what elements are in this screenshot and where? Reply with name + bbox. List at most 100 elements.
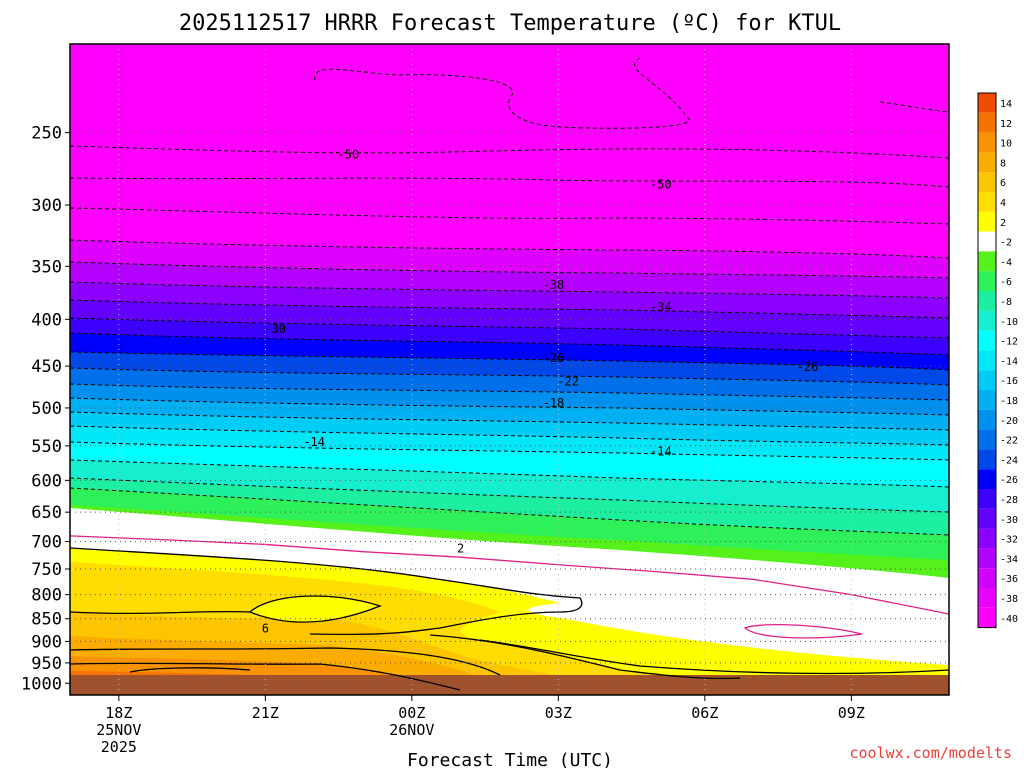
contour-label: -34 <box>650 300 672 314</box>
x-tick-date: 26NOV <box>389 721 434 739</box>
grid <box>70 44 949 695</box>
colorbar-swatch <box>978 132 996 153</box>
y-tick-label: 600 <box>31 471 62 491</box>
x-tick-label: 21Z <box>252 704 279 722</box>
colorbar-swatch <box>978 192 996 212</box>
colorbar-label: -14 <box>1000 356 1018 367</box>
colorbar-label: -20 <box>1000 416 1018 427</box>
contour-label: 6 <box>262 621 269 635</box>
colorbar-label: 8 <box>1000 158 1006 169</box>
y-axis-ticks: 2503003504004505005506006507007508008509… <box>21 124 70 694</box>
y-tick-label: 900 <box>31 632 62 652</box>
colorbar-swatch <box>978 568 996 588</box>
colorbar-label: -24 <box>1000 455 1018 466</box>
colorbar-label: -2 <box>1000 238 1012 249</box>
y-tick-label: 500 <box>31 399 62 419</box>
warm-contours <box>70 547 949 691</box>
colorbar-label: -6 <box>1000 277 1012 288</box>
colorbar-label: -28 <box>1000 495 1018 506</box>
colorbar-swatch <box>978 548 996 569</box>
colorbar-swatch <box>978 429 996 450</box>
colorbar-swatch <box>978 528 996 549</box>
x-tick-date: 25NOV <box>96 721 141 739</box>
freezing-line <box>70 535 949 615</box>
colorbar-label: -4 <box>1000 257 1012 268</box>
colorbar-label: -16 <box>1000 376 1018 387</box>
colorbar-swatch <box>978 291 996 311</box>
colorbar-swatch <box>978 330 996 351</box>
colorbar-label: -38 <box>1000 594 1018 605</box>
credit-text: coolwx.com/modelts <box>849 744 1012 762</box>
contour-label: -38 <box>543 278 565 292</box>
colorbar-swatch <box>978 231 996 252</box>
y-tick-label: 800 <box>31 586 62 606</box>
colorbar-swatch <box>978 489 996 509</box>
contour-label: -22 <box>557 375 579 389</box>
y-tick-label: 400 <box>31 310 62 330</box>
colorbar-swatch <box>978 469 996 489</box>
contour-label: -26 <box>797 360 819 374</box>
x-tick-label: 06Z <box>691 704 718 722</box>
contour-label: -14 <box>303 435 325 449</box>
colorbar-swatch <box>978 588 996 608</box>
colorbar-label: -34 <box>1000 554 1018 565</box>
contour-label: 2 <box>457 541 464 555</box>
colorbar-swatch <box>978 409 996 430</box>
plot-area: -50 -50 -38 -34 -30 -26 -26 -22 -18 -14 -14 2 6 <box>70 44 949 695</box>
colorbar-label: 4 <box>1000 198 1006 209</box>
colorbar-swatch <box>978 172 996 192</box>
y-tick-label: 300 <box>31 196 62 216</box>
x-tick-label: 18Z <box>105 704 132 722</box>
colorbar-label: -10 <box>1000 317 1018 328</box>
colorbar-label: -8 <box>1000 297 1012 308</box>
contour-label: -30 <box>264 322 286 336</box>
plot-frame <box>69 43 950 696</box>
freezing-level-contours <box>70 535 949 639</box>
y-tick-label: 450 <box>31 357 62 377</box>
colorbar-label: 2 <box>1000 218 1006 229</box>
y-tick-label: 1000 <box>21 674 62 694</box>
chart-title: 2025112517 HRRR Forecast Temperature (ºC… <box>179 11 841 36</box>
colorbar-frame <box>977 92 997 629</box>
colorbar-swatch <box>978 390 996 410</box>
colorbar-swatch <box>978 508 996 529</box>
colorbar-swatch <box>978 350 996 371</box>
x-tick-label: 09Z <box>838 704 865 722</box>
contour-label: -50 <box>338 147 360 161</box>
contour-label: -50 <box>650 178 672 192</box>
colorbar-label: -22 <box>1000 436 1018 447</box>
y-tick-label: 950 <box>31 654 62 674</box>
contour-labels: -50 -50 -38 -34 -30 -26 -26 -22 -18 -14 -14 2 6 <box>262 147 819 635</box>
contour-label: -18 <box>543 396 565 410</box>
colorbar-label: -40 <box>1000 614 1018 625</box>
contour-label: -14 <box>650 445 672 459</box>
colorbar-swatch <box>978 271 996 291</box>
colorbar-label: -12 <box>1000 337 1018 348</box>
colorbar-swatch <box>978 449 996 470</box>
y-tick-label: 250 <box>31 124 62 144</box>
colorbar-swatch <box>978 310 996 331</box>
x-tick-label: 00Z <box>398 704 425 722</box>
y-tick-label: 650 <box>31 503 62 523</box>
contour-label: -26 <box>543 351 565 365</box>
colorbar: 14 12 10 8 6 4 2 -2 -4 -6 -8 -10 -12 -14 -16 -18 -20 -22 -… <box>977 92 1018 629</box>
colorbar-label: 12 <box>1000 119 1012 130</box>
y-tick-label: 700 <box>31 533 62 553</box>
y-tick-label: 550 <box>31 437 62 457</box>
colorbar-swatch <box>978 370 996 390</box>
pocket-cold <box>745 624 862 638</box>
colorbar-swatch <box>978 607 996 628</box>
y-tick-label: 850 <box>31 610 62 630</box>
colorbar-swatch <box>978 112 996 133</box>
pocket-warm <box>250 595 380 623</box>
colorbar-swatch <box>978 251 996 272</box>
x-tick-label: 03Z <box>545 704 572 722</box>
colorbar-label: -18 <box>1000 396 1018 407</box>
x-tick-year: 2025 <box>101 738 137 756</box>
y-tick-label: 350 <box>31 257 62 277</box>
isotherm-contours <box>70 57 949 536</box>
colorbar-label: -30 <box>1000 515 1018 526</box>
colorbar-swatch <box>978 152 996 173</box>
